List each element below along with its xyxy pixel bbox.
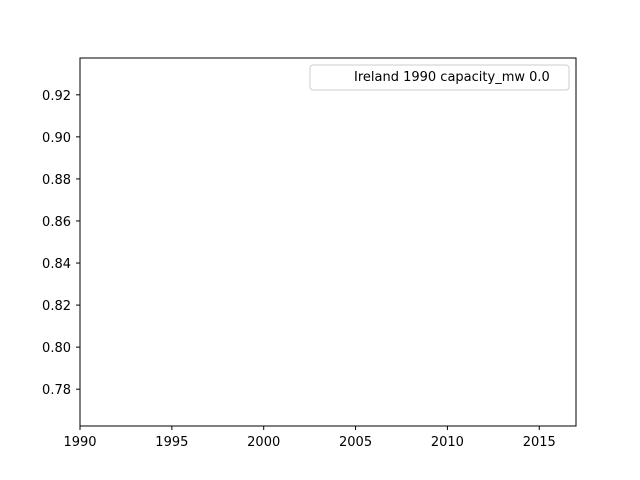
legend: Ireland 1990 capacity_mw 0.0: [309, 64, 570, 91]
x-tick-label: 2015: [523, 435, 556, 450]
y-tick-label: 0.90: [42, 131, 71, 146]
x-tick-label: 1990: [63, 435, 96, 450]
x-tick-label: 2010: [431, 435, 464, 450]
x-tick-label: 2000: [247, 435, 280, 450]
y-tick-label: 0.82: [42, 299, 71, 314]
legend-entry-label: Ireland 1990 capacity_mw 0.0: [354, 70, 550, 85]
x-tick-label: 2005: [339, 435, 372, 450]
y-tick-label: 0.92: [42, 89, 71, 104]
y-axis: 0.78 0.80 0.82 0.84 0.86 0.88 0.90 0.92: [42, 89, 80, 398]
y-tick-label: 0.78: [42, 383, 71, 398]
y-tick-label: 0.86: [42, 215, 71, 230]
y-tick-label: 0.84: [42, 257, 71, 272]
legend-box: [309, 64, 570, 91]
plot-area: [79, 57, 577, 427]
axes-frame: [79, 57, 577, 427]
x-tick-label: 1995: [155, 435, 188, 450]
x-axis: 1990 1995 2000 2005 2010 2015: [63, 426, 556, 450]
y-tick-label: 0.88: [42, 173, 71, 188]
y-tick-label: 0.80: [42, 341, 71, 356]
